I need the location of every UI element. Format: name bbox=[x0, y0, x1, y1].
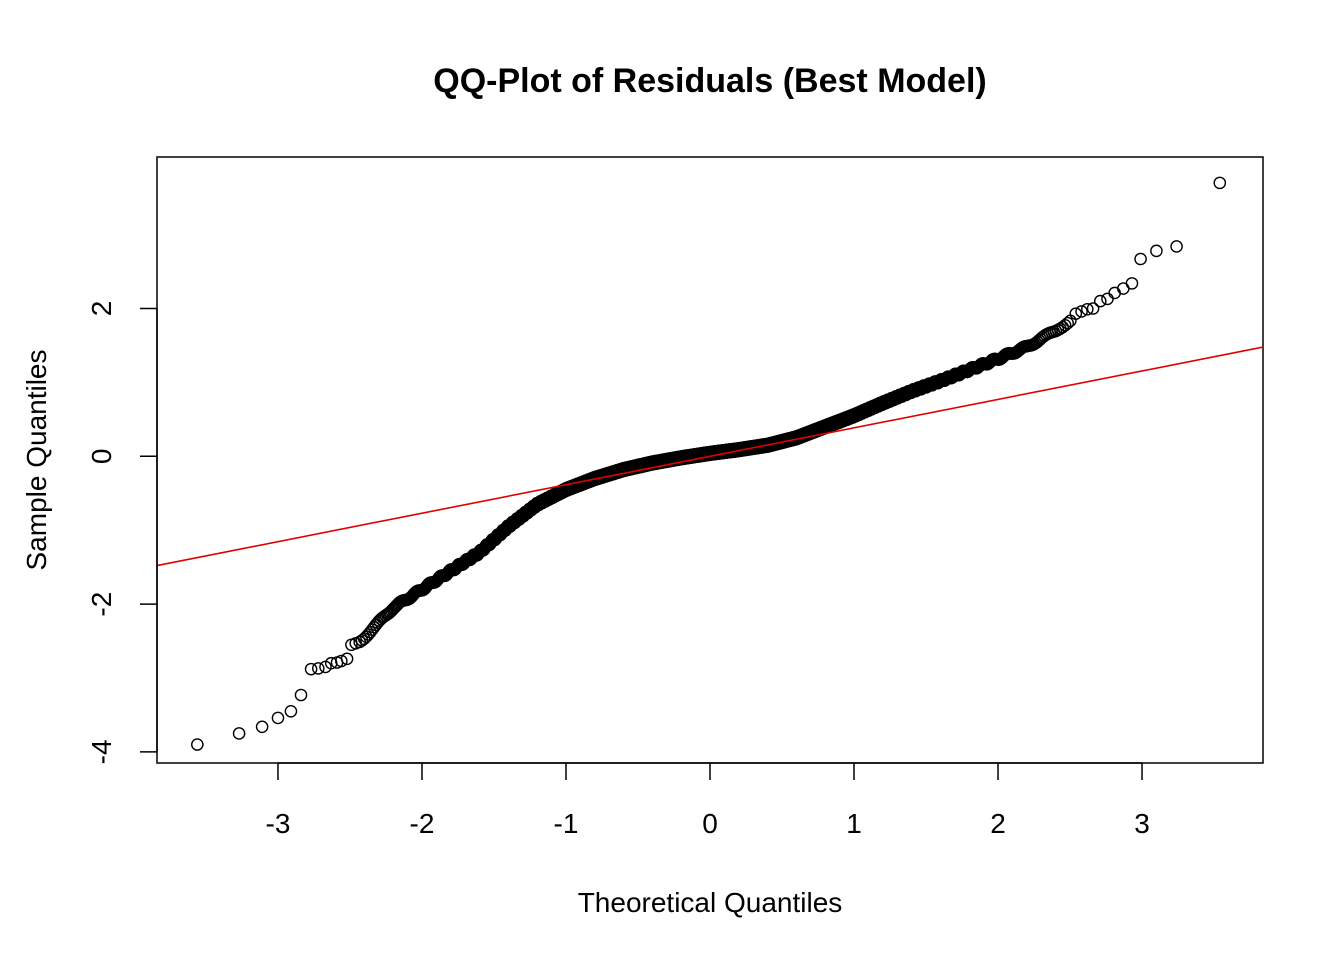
qq-tail-point bbox=[311, 662, 325, 675]
x-tick-label: 0 bbox=[702, 808, 718, 839]
qq-tail-point bbox=[1134, 252, 1147, 266]
y-tick-label: -2 bbox=[86, 592, 117, 617]
qq-tail-point bbox=[1108, 286, 1121, 300]
x-axis-label: Theoretical Quantiles bbox=[578, 887, 843, 918]
qq-tail-point bbox=[1117, 282, 1130, 295]
qq-tail-point bbox=[1213, 176, 1227, 190]
y-tick-label: 2 bbox=[86, 301, 117, 317]
reference-line-layer bbox=[156, 346, 1264, 567]
qq-tail-point bbox=[232, 727, 246, 740]
x-tick-label: 3 bbox=[1134, 808, 1150, 839]
qq-point bbox=[1061, 316, 1074, 330]
qq-tail-point bbox=[1101, 292, 1114, 306]
qq-tail-point bbox=[191, 738, 204, 751]
qq-tail-point bbox=[1075, 305, 1088, 318]
qq-tail-point bbox=[271, 711, 285, 725]
qq-tail-point bbox=[1093, 294, 1107, 308]
qq-reference-line bbox=[156, 346, 1264, 567]
qq-tail-point bbox=[340, 652, 354, 666]
qq-tail-point bbox=[1069, 307, 1083, 320]
qq-tail-point bbox=[1081, 302, 1094, 316]
x-axis: -3 -2 -1 0 1 2 3 bbox=[266, 762, 1150, 839]
qq-tail-point bbox=[1170, 240, 1183, 253]
x-tick-label: 2 bbox=[990, 808, 1006, 839]
y-tick-label: -4 bbox=[86, 739, 117, 764]
qq-tail-point bbox=[349, 636, 363, 650]
chart-title: QQ-Plot of Residuals (Best Model) bbox=[433, 62, 986, 100]
qq-tail-point bbox=[255, 720, 269, 734]
y-tick-label: 0 bbox=[86, 449, 117, 465]
y-axis-label: Sample Quantiles bbox=[21, 349, 52, 570]
qq-tail-point bbox=[1150, 244, 1163, 258]
x-tick-label: 1 bbox=[846, 808, 862, 839]
x-tick-label: -2 bbox=[410, 808, 435, 839]
qq-tail-point bbox=[335, 654, 348, 668]
qq-tail-point bbox=[1125, 277, 1139, 290]
qq-tail-point bbox=[1086, 302, 1100, 315]
qq-tail-point bbox=[294, 688, 308, 702]
points-layer bbox=[191, 176, 1227, 751]
x-tick-label: -1 bbox=[554, 808, 579, 839]
y-axis: -4 -2 0 2 bbox=[86, 301, 158, 764]
qq-tail-point bbox=[284, 704, 298, 718]
qq-tail-point bbox=[304, 662, 318, 676]
x-tick-label: -3 bbox=[266, 808, 291, 839]
